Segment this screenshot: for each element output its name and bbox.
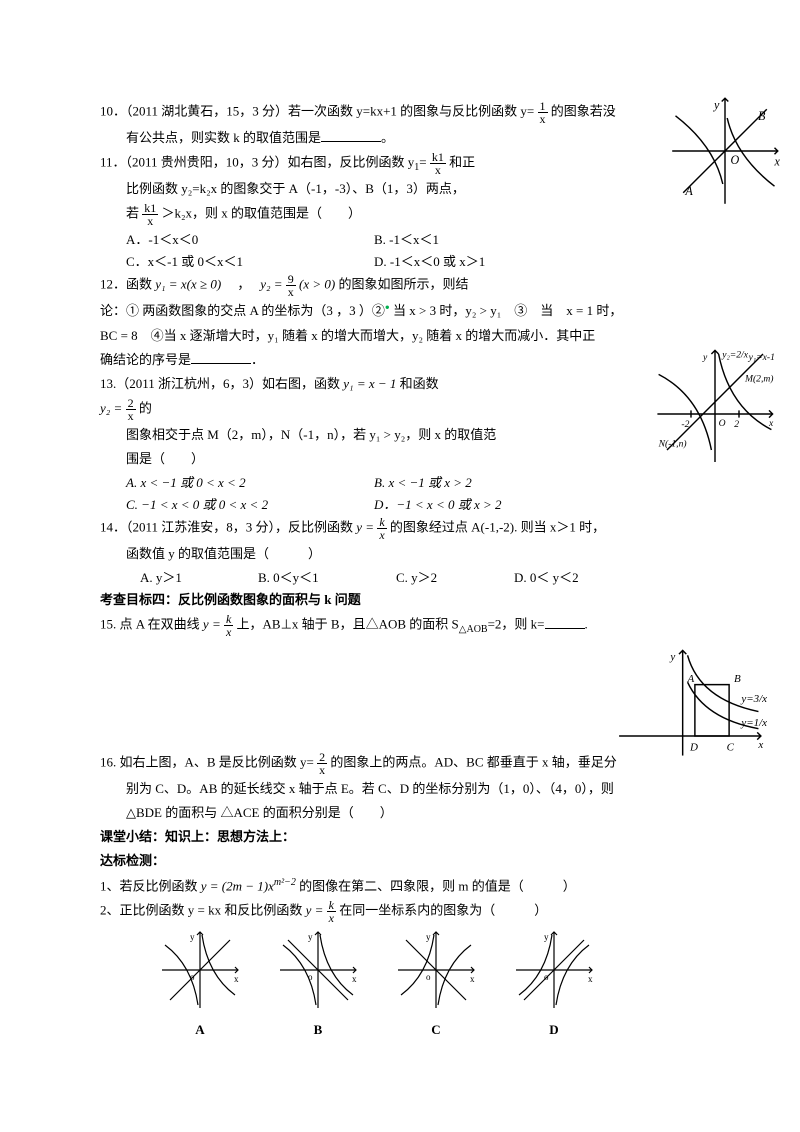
q13-frac: 2x	[126, 397, 136, 422]
q13-opts1: A. x < −1 或 0 < x < 2 B. x < −1 或 x > 2	[100, 472, 700, 494]
q13-optB: B. x < −1 或 x > 2	[374, 472, 472, 494]
q14-optC: C. y＞2	[396, 567, 486, 589]
q11-optA: A．-1＜x＜0	[126, 229, 346, 251]
svg-text:y: y	[190, 932, 195, 942]
q14-optA: A. y＞1	[140, 567, 230, 589]
svg-text:y=3/x: y=3/x	[740, 693, 767, 705]
q14-l2: 函数值 y 的取值范围是（ ）	[100, 543, 700, 565]
q14-opts: A. y＞1 B. 0＜y＜1 C. y＞2 D. 0＜ y＜2	[100, 567, 700, 589]
graph-A: o x y A	[160, 930, 240, 1041]
svg-text:y₁=x-1: y₁=x-1	[748, 352, 775, 363]
q12-l2: 论：① 两函数图象的交点 A 的坐标为（3 ，3 ）②● 当 x > 3 时，y…	[100, 300, 700, 322]
svg-text:x: x	[588, 974, 593, 984]
q13-optA: A. x < −1 或 0 < x < 2	[126, 472, 346, 494]
q13-l4: 围是（ ）	[100, 448, 700, 470]
svg-text:y: y	[544, 932, 549, 942]
svg-text:o: o	[308, 972, 313, 982]
q10-text-a: 10．（2011 湖北黄石，15，3 分）若一次函数 y=kx+1 的图象与反比…	[100, 103, 534, 118]
q12-frac: 9x	[286, 273, 296, 298]
svg-text:O: O	[719, 418, 726, 429]
q15-blank	[545, 616, 585, 629]
q11-opts1: A．-1＜x＜0 B. -1＜x＜1	[100, 229, 700, 251]
q16-l1: 16. 如右上图，A、B 是反比例函数 y= 2x 的图象上的两点。AD、BC …	[100, 751, 700, 776]
q16-l2: 别为 C、D。AB 的延长线交 x 轴于点 E。若 C、D 的坐标分别为（1，0…	[100, 778, 700, 800]
q12-l1: 12．函数 y₁ = x(x ≥ 0) ， y₂ = 9x (x > 0) 的图…	[100, 273, 700, 298]
q13-l1: 13.（2011 浙江杭州，6，3）如右图，函数 y₁ = x − 1 和函数	[100, 373, 700, 395]
q11-l2: 比例函数 y₂=k₂x 的图象交于 A（-1，-3）、B（1，3）两点，	[100, 178, 700, 200]
q10-line1: 10．（2011 湖北黄石，15，3 分）若一次函数 y=kx+1 的图象与反比…	[100, 100, 700, 125]
svg-text:x: x	[768, 418, 774, 429]
svg-text:A: A	[687, 673, 695, 685]
t2-frac: kx	[327, 899, 336, 924]
q10-blank	[321, 129, 381, 142]
q12-l4: 确结论的序号是．	[100, 349, 700, 371]
summary-heading: 课堂小结：知识上：思想方法上：	[100, 826, 700, 848]
svg-text:y: y	[308, 932, 313, 942]
q13-l3: 图象相交于点 M（2，m），N（-1，n），若 y₁ > y₂，则 x 的取值范	[100, 424, 700, 446]
q14-optB: B. 0＜y＜1	[258, 567, 368, 589]
q10-frac: 1x	[538, 100, 548, 125]
svg-text:x: x	[774, 154, 781, 168]
q10-line2: 有公共点，则实数 k 的取值范围是。	[100, 127, 700, 149]
svg-text:C: C	[727, 742, 735, 754]
q16-frac: 2x	[317, 751, 327, 776]
q13-optD: D．−1 < x < 0 或 x > 2	[374, 494, 502, 516]
q12-l3: BC = 8 ④当 x 逐渐增大时，y₁ 随着 x 的增大而增大，y₂ 随着 x…	[100, 325, 700, 347]
svg-text:x: x	[352, 974, 357, 984]
svg-text:x: x	[470, 974, 475, 984]
figure-q15: yx AB DC y=3/xy=1/x	[610, 648, 770, 758]
q11-optC: C．x＜-1 或 0＜x＜1	[126, 251, 346, 273]
svg-text:x: x	[757, 739, 763, 751]
q11-l1: 11．（2011 贵州贵阳，10，3 分）如右图，反比例函数 y1= k1x 和…	[100, 151, 700, 176]
q15-l1: 15. 点 A 在双曲线 y = kx 上，AB⊥x 轴于 B，且△AOB 的面…	[100, 613, 700, 638]
svg-text:y: y	[712, 98, 720, 112]
target4-heading: 考查目标四：反比例函数图象的面积与 k 问题	[100, 589, 700, 611]
q13-optC: C. −1 < x < 0 或 0 < x < 2	[126, 494, 346, 516]
graph-C-label: C	[396, 1019, 476, 1041]
graph-B-label: B	[278, 1019, 358, 1041]
q11-opts2: C．x＜-1 或 0＜x＜1 D. -1＜x＜0 或 x＞1	[100, 251, 700, 273]
q11-frac2: k1x	[142, 202, 158, 227]
svg-text:o: o	[544, 972, 549, 982]
t2: 2、正比例函数 y = kx 和反比例函数 y = kx 在同一坐标系内的图象为…	[100, 899, 700, 924]
t1: 1、若反比例函数 y = (2m − 1)xm²−2 的图像在第二、四象限，则 …	[100, 874, 700, 897]
svg-text:2: 2	[734, 419, 739, 430]
svg-text:x: x	[234, 974, 239, 984]
q11-frac1: k1x	[430, 151, 446, 176]
q13-l2: y₂ = 2x 的	[100, 397, 700, 422]
svg-text:B: B	[758, 109, 766, 123]
svg-text:M(2,m): M(2,m)	[744, 374, 774, 385]
svg-text:o: o	[190, 972, 195, 982]
q10-text-b: 的图象若没	[551, 103, 616, 118]
graph-B: o x y B	[278, 930, 358, 1041]
q14-optD: D. 0＜ y＜2	[514, 567, 579, 589]
graph-D: o x y D	[514, 930, 594, 1041]
q14-l1: 14．（2011 江苏淮安，8，3 分），反比例函数 y = kx 的图象经过点…	[100, 516, 700, 541]
svg-text:y₂=2/x: y₂=2/x	[721, 350, 749, 361]
svg-text:y=1/x: y=1/x	[740, 717, 767, 729]
q11-l3: 若 k1x ＞k₂x，则 x 的取值范围是（ ）	[100, 202, 700, 227]
svg-text:y: y	[702, 352, 708, 363]
graph-C: o x y C	[396, 930, 476, 1041]
graph-D-label: D	[514, 1019, 594, 1041]
q12-blank	[191, 351, 251, 364]
svg-text:o: o	[426, 972, 431, 982]
q11-optB: B. -1＜x＜1	[374, 229, 439, 251]
mini-graphs-row: o x y A o x y B o x y C o x y D	[100, 930, 700, 1041]
q13-opts2: C. −1 < x < 0 或 0 < x < 2 D．−1 < x < 0 或…	[100, 494, 700, 516]
svg-text:y: y	[669, 651, 675, 663]
q11-optD: D. -1＜x＜0 或 x＞1	[374, 251, 485, 273]
svg-text:O: O	[731, 153, 740, 167]
svg-text:y: y	[426, 932, 431, 942]
q16-l3: △BDE 的面积与 △ACE 的面积分别是（ ）	[100, 802, 700, 824]
test-title: 达标检测：	[100, 850, 700, 872]
q14-frac: kx	[377, 516, 386, 541]
q15-frac: kx	[224, 613, 233, 638]
graph-A-label: A	[160, 1019, 240, 1041]
svg-text:B: B	[734, 673, 741, 685]
